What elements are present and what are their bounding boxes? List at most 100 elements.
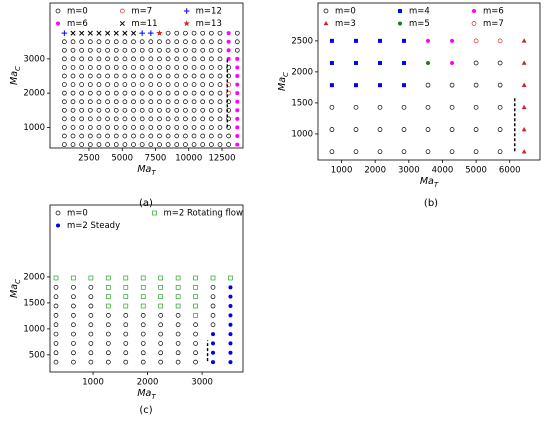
- data-point: [208, 99, 214, 105]
- data-point: [183, 30, 188, 36]
- data-point: [174, 142, 180, 147]
- data-point: [191, 133, 197, 139]
- data-point: [131, 82, 136, 87]
- y-tick-label: 3000: [23, 54, 45, 64]
- data-point: [449, 104, 455, 110]
- data-point: [226, 90, 231, 96]
- data-point: [226, 133, 231, 139]
- data-point: [79, 133, 85, 139]
- data-point: [449, 149, 455, 155]
- data-point: [130, 30, 137, 36]
- data-point: [191, 82, 197, 87]
- data-point: [235, 99, 240, 104]
- y-axis-label: MaC: [9, 279, 23, 298]
- data-point: [79, 65, 85, 70]
- data-point: [88, 341, 94, 346]
- data-point: [521, 104, 527, 110]
- data-point: [200, 82, 206, 87]
- panel-caption: (a): [139, 198, 153, 209]
- data-point: [183, 142, 188, 147]
- data-point: [87, 56, 93, 62]
- data-point: [62, 142, 67, 147]
- data-point: [174, 82, 180, 87]
- data-point: [70, 99, 76, 105]
- data-point: [521, 126, 527, 132]
- data-point: [235, 134, 240, 139]
- data-point: [148, 133, 154, 139]
- data-point: [234, 30, 240, 36]
- data-point: [329, 38, 334, 43]
- data-point: [377, 38, 382, 43]
- data-point: [87, 125, 93, 130]
- data-point: [139, 82, 145, 87]
- data-point: [79, 116, 85, 122]
- data-point: [402, 61, 407, 66]
- x-axis-label-sub: T: [151, 169, 156, 177]
- data-point: [191, 56, 197, 62]
- data-point: [96, 65, 102, 70]
- x-axis-label: MaT: [137, 164, 156, 178]
- data-point: [473, 127, 479, 132]
- data-point: [210, 322, 216, 328]
- data-point: [96, 142, 102, 147]
- series: [211, 285, 233, 365]
- legend-label: m=12: [196, 7, 222, 17]
- data-point: [158, 313, 164, 318]
- legend-marker: [323, 8, 329, 14]
- data-point: [200, 56, 206, 62]
- data-point: [62, 133, 67, 139]
- data-point: [157, 116, 162, 122]
- data-point: [96, 30, 102, 36]
- data-point: [174, 47, 180, 53]
- data-point: [105, 99, 110, 105]
- data-point: [226, 142, 231, 147]
- x-axis-label-sub: T: [434, 181, 439, 189]
- data-point: [193, 341, 198, 346]
- legend-marker: [398, 21, 402, 26]
- data-point: [200, 90, 206, 96]
- data-point: [140, 284, 146, 290]
- data-point: [329, 127, 335, 132]
- data-point: [158, 294, 164, 300]
- data-point: [148, 39, 154, 45]
- data-point: [53, 331, 59, 337]
- panel: 1000 2000 3000500100015002000MaTMaC(c)m=0m…: [9, 204, 244, 416]
- data-point: [79, 56, 85, 62]
- data-point: [208, 133, 214, 139]
- data-point: [158, 341, 164, 346]
- data-point: [210, 303, 216, 309]
- data-point: [210, 313, 216, 318]
- data-point: [200, 125, 206, 130]
- data-point: [148, 116, 154, 122]
- legend-label: m=5: [409, 19, 430, 29]
- data-point: [183, 133, 188, 139]
- data-point: [175, 303, 181, 309]
- data-point: [70, 90, 76, 96]
- y-tick-label: 2000: [23, 89, 45, 99]
- data-point: [122, 99, 128, 105]
- data-point: [105, 133, 110, 139]
- data-point: [217, 99, 223, 105]
- data-point: [96, 107, 102, 113]
- x-axis-label-main: Ma: [137, 164, 151, 175]
- data-point: [70, 47, 76, 53]
- data-point: [139, 133, 145, 139]
- data-point: [200, 30, 206, 36]
- data-point: [165, 30, 171, 36]
- series: [426, 61, 431, 66]
- data-point: [217, 73, 223, 79]
- y-tick-label: 2000: [291, 67, 313, 77]
- data-point: [122, 82, 128, 87]
- data-point: [377, 149, 383, 155]
- data-point: [208, 116, 214, 122]
- data-point: [140, 341, 146, 346]
- data-point: [122, 107, 128, 113]
- data-point: [88, 350, 94, 356]
- data-point: [62, 65, 67, 70]
- data-point: [158, 303, 164, 309]
- data-point: [70, 116, 76, 122]
- data-point: [235, 82, 240, 87]
- data-point: [217, 30, 223, 36]
- y-axis-label-sub: C: [282, 72, 290, 77]
- legend-marker: [55, 8, 61, 14]
